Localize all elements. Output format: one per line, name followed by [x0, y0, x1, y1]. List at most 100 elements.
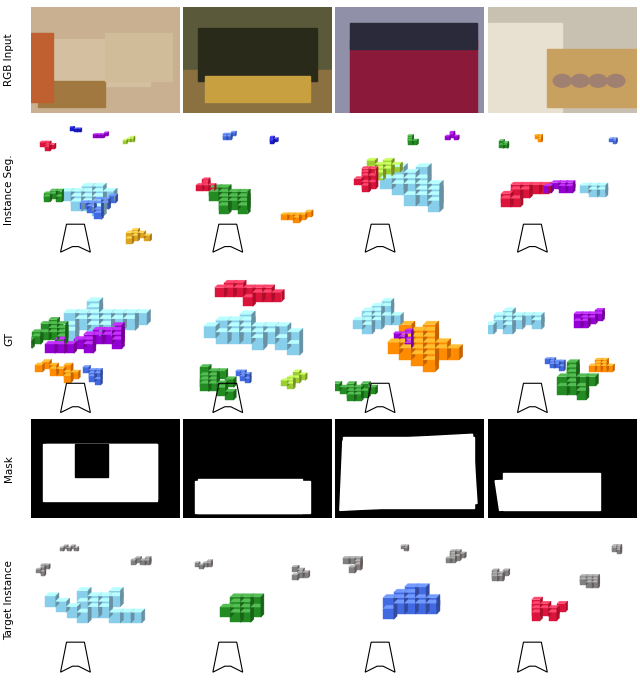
Bar [88, 318, 99, 331]
Bar [449, 132, 454, 136]
Polygon shape [416, 186, 431, 189]
Polygon shape [412, 333, 415, 348]
Polygon shape [66, 329, 68, 340]
Polygon shape [449, 135, 451, 140]
Bar [493, 315, 503, 325]
Bar [287, 381, 293, 386]
Polygon shape [236, 370, 242, 371]
Polygon shape [248, 198, 250, 209]
Bar [200, 383, 209, 391]
Polygon shape [362, 381, 371, 383]
Polygon shape [99, 598, 102, 612]
Polygon shape [209, 376, 211, 387]
Bar [601, 366, 607, 372]
Bar [202, 182, 209, 188]
Bar [408, 138, 412, 143]
Bar [503, 310, 513, 320]
Polygon shape [99, 593, 102, 607]
Polygon shape [127, 139, 128, 144]
Polygon shape [287, 340, 303, 344]
Polygon shape [120, 593, 124, 607]
Polygon shape [522, 317, 525, 329]
Polygon shape [76, 321, 79, 336]
Bar [362, 391, 369, 398]
Polygon shape [293, 381, 295, 389]
Polygon shape [202, 178, 210, 179]
Polygon shape [557, 610, 559, 621]
Polygon shape [412, 139, 419, 140]
Polygon shape [404, 600, 408, 614]
Polygon shape [416, 175, 431, 178]
Polygon shape [440, 186, 444, 201]
Polygon shape [241, 604, 254, 607]
Polygon shape [548, 610, 559, 612]
Bar [282, 214, 287, 220]
Bar [416, 183, 428, 195]
Bar [240, 332, 252, 344]
Bar [484, 325, 493, 334]
Bar [298, 572, 303, 578]
Bar [264, 332, 275, 344]
Bar [503, 320, 513, 329]
Polygon shape [589, 364, 597, 366]
Polygon shape [541, 136, 543, 140]
Bar [499, 140, 504, 145]
Bar [253, 288, 262, 297]
Polygon shape [355, 559, 362, 561]
Polygon shape [94, 201, 97, 209]
Bar [216, 321, 228, 332]
Polygon shape [88, 598, 102, 602]
Polygon shape [369, 173, 378, 175]
Polygon shape [245, 377, 252, 379]
Bar [223, 136, 227, 140]
Bar [404, 195, 416, 206]
Bar [57, 324, 66, 332]
Bar [94, 209, 101, 216]
Bar [369, 175, 376, 182]
Polygon shape [577, 369, 579, 381]
Polygon shape [538, 136, 543, 137]
Polygon shape [406, 329, 413, 331]
Polygon shape [503, 569, 510, 570]
Polygon shape [298, 568, 305, 569]
Polygon shape [264, 329, 267, 344]
Polygon shape [76, 327, 79, 342]
Bar [100, 134, 104, 138]
Polygon shape [567, 383, 579, 386]
Bar [513, 320, 522, 329]
Polygon shape [567, 364, 579, 367]
Bar [406, 331, 412, 336]
Bar [109, 596, 120, 607]
Bar [92, 207, 103, 216]
Polygon shape [202, 181, 210, 182]
Polygon shape [362, 183, 371, 186]
Polygon shape [588, 312, 590, 321]
Polygon shape [261, 604, 264, 617]
Polygon shape [369, 180, 378, 182]
Bar [538, 138, 541, 142]
Polygon shape [224, 285, 237, 288]
Polygon shape [45, 593, 59, 596]
Polygon shape [362, 389, 371, 391]
Polygon shape [394, 595, 397, 608]
Polygon shape [109, 593, 113, 607]
Bar [112, 335, 122, 344]
Polygon shape [67, 545, 68, 550]
Bar [45, 147, 50, 151]
Polygon shape [209, 181, 210, 188]
Polygon shape [203, 564, 204, 569]
Polygon shape [597, 183, 608, 186]
Polygon shape [532, 312, 534, 325]
Polygon shape [455, 557, 457, 563]
Bar [293, 218, 300, 223]
Polygon shape [567, 359, 579, 362]
Polygon shape [454, 131, 455, 136]
Bar [82, 186, 92, 196]
Bar [530, 185, 540, 194]
Bar [145, 558, 150, 563]
Polygon shape [88, 297, 103, 301]
Bar [216, 332, 228, 344]
Polygon shape [102, 331, 115, 335]
Polygon shape [440, 180, 444, 195]
Bar [580, 186, 589, 193]
